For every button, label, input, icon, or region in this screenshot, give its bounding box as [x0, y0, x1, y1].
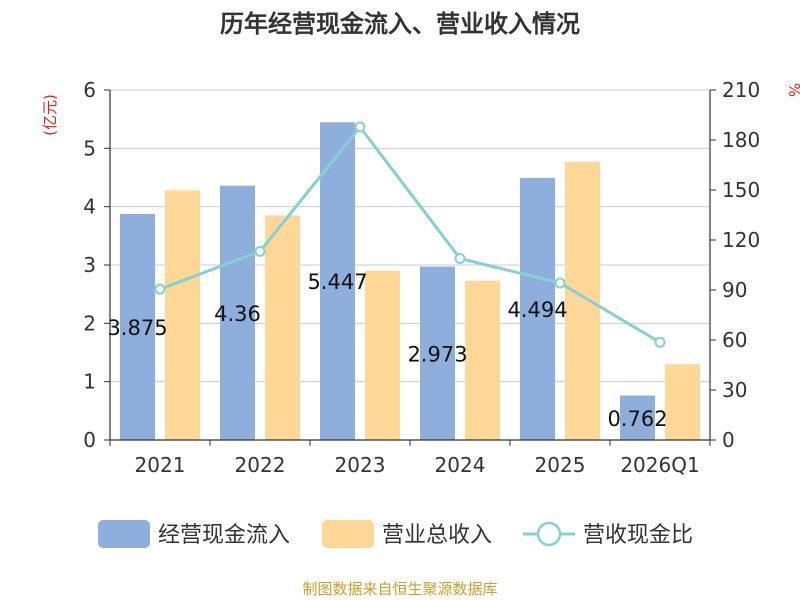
data-label: 4.36	[214, 302, 261, 326]
right-tick-label: 60	[722, 328, 747, 352]
bar-cash-inflow	[420, 266, 455, 440]
legend-swatch-cash-inflow	[98, 520, 150, 548]
line-cash-ratio	[159, 124, 661, 344]
bar-revenue	[165, 190, 200, 440]
bar-revenue	[365, 270, 400, 440]
left-tick-label: 0	[83, 428, 96, 452]
left-tick-label: 4	[83, 195, 96, 219]
right-tick-label: 90	[722, 278, 747, 302]
x-tick-label: 2021	[135, 453, 186, 477]
bar-revenue	[565, 161, 600, 440]
right-tick-label: 120	[722, 228, 760, 252]
line-point	[554, 277, 566, 289]
bar-series	[120, 122, 700, 440]
x-tick-label: 2025	[535, 453, 586, 477]
left-tick-label: 5	[83, 136, 96, 160]
right-tick-label: 150	[722, 178, 760, 202]
x-tick-label: 2026Q1	[620, 453, 699, 477]
source-note: 制图数据来自恒生聚源数据库	[302, 580, 497, 598]
data-labels: 3.875 4.36 5.447 2.973 4.494 0.762	[107, 270, 667, 431]
bar-revenue	[265, 215, 300, 440]
bar-cash-inflow	[520, 177, 555, 440]
legend-marker-cash-ratio	[536, 521, 562, 547]
left-tick-label: 3	[83, 253, 96, 277]
x-tick-label: 2022	[235, 453, 286, 477]
chart-title: 历年经营现金流入、营业收入情况	[220, 10, 580, 38]
gridlines	[110, 89, 710, 441]
line-point	[154, 283, 166, 295]
bar-cash-inflow	[120, 213, 155, 440]
x-tick-label: 2023	[335, 453, 386, 477]
x-tick-label: 2024	[435, 453, 486, 477]
right-axis-unit: %	[785, 83, 800, 97]
bar-cash-inflow	[620, 395, 655, 440]
left-axis-unit: (亿元)	[41, 94, 59, 136]
line-point	[654, 336, 666, 348]
line-point	[354, 121, 366, 133]
legend-label-cash-inflow: 经营现金流入	[158, 523, 290, 548]
bar-cash-inflow	[220, 185, 255, 440]
data-label: 0.762	[607, 407, 667, 431]
legend: 经营现金流入 营业总收入 营收现金比	[98, 520, 693, 548]
line-point	[454, 253, 466, 264]
bar-cash-inflow	[320, 122, 355, 440]
data-label: 4.494	[507, 298, 567, 322]
bar-revenue	[465, 280, 500, 440]
right-tick-label: 210	[722, 78, 760, 102]
data-label: 2.973	[407, 342, 467, 366]
data-label: 3.875	[107, 316, 167, 340]
legend-label-cash-ratio: 营收现金比	[583, 523, 693, 548]
line-series	[154, 121, 666, 348]
line-point	[254, 245, 266, 257]
right-tick-label: 0	[722, 428, 735, 452]
left-tick-label: 2	[83, 311, 96, 335]
legend-swatch-revenue	[322, 520, 374, 548]
legend-label-revenue: 营业总收入	[382, 523, 492, 548]
right-tick-label: 180	[722, 128, 760, 152]
bar-revenue	[665, 364, 700, 440]
data-label: 5.447	[307, 270, 367, 294]
left-tick-label: 1	[83, 370, 96, 394]
right-tick-label: 30	[722, 378, 747, 402]
left-tick-label: 6	[83, 78, 96, 102]
